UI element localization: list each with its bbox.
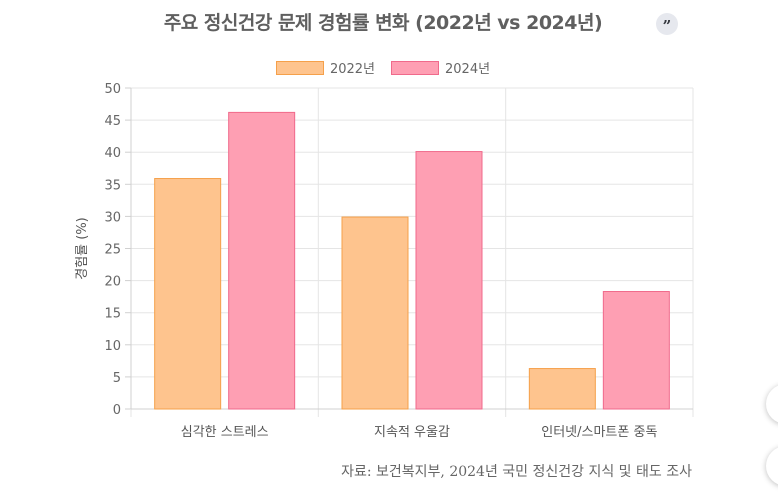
y-tick-label: 25 xyxy=(104,243,121,258)
y-tick-label: 50 xyxy=(104,82,121,97)
bar-2024 xyxy=(415,151,483,410)
y-tick-label: 15 xyxy=(104,307,121,322)
bar-2022 xyxy=(341,216,409,410)
legend-label-2022: 2022년 xyxy=(329,62,375,77)
legend-item-2022[interactable]: 2022년 xyxy=(275,58,375,77)
y-tick-label: 40 xyxy=(104,146,121,161)
y-tick-label: 45 xyxy=(104,114,121,129)
bar-2024 xyxy=(602,291,670,410)
y-tick-label: 30 xyxy=(104,210,121,225)
x-tick-label: 인터넷/스마트폰 중독 xyxy=(541,425,657,440)
quote-icon[interactable]: ” xyxy=(656,13,678,35)
legend-swatch-2022 xyxy=(275,60,324,75)
floating-button-top[interactable] xyxy=(766,384,778,424)
bar-2024 xyxy=(228,111,296,410)
y-tick-label: 5 xyxy=(113,371,121,386)
y-tick-label: 0 xyxy=(113,403,121,418)
y-tick-label: 20 xyxy=(104,275,121,290)
y-axis-title: 경험률 (%) xyxy=(75,217,90,280)
quote-glyph: ” xyxy=(662,17,672,35)
bar-2022 xyxy=(154,178,222,410)
page-title: 주요 정신건강 문제 경험률 변화 (2022년 vs 2024년) xyxy=(163,12,603,34)
y-tick-label: 10 xyxy=(104,339,121,354)
y-tick-label: 35 xyxy=(104,178,121,193)
chart-legend: 2022년 2024년 xyxy=(0,58,766,77)
legend-label-2024: 2024년 xyxy=(445,62,491,77)
source-note: 자료: 보건복지부, 2024년 국민 정신건강 지식 및 태도 조사 xyxy=(341,464,692,480)
legend-item-2024[interactable]: 2024년 xyxy=(391,58,490,77)
floating-button-bottom[interactable] xyxy=(766,446,778,486)
x-tick-label: 지속적 우울감 xyxy=(374,425,450,440)
x-tick-label: 심각한 스트레스 xyxy=(181,425,269,440)
legend-swatch-2024 xyxy=(391,60,439,75)
bar-2022 xyxy=(528,368,596,410)
